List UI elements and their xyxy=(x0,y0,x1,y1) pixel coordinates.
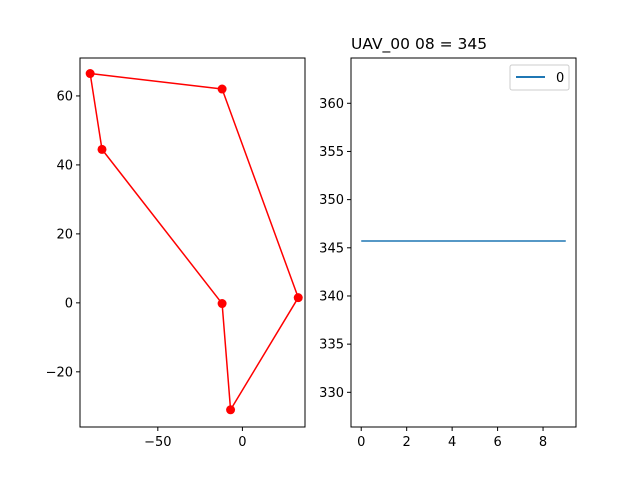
left-data-point xyxy=(217,84,227,94)
right-x-tick-label: 8 xyxy=(539,435,547,450)
right-y-tick-label: 350 xyxy=(319,193,344,208)
right-x-tick-label: 0 xyxy=(357,435,365,450)
left-data-point xyxy=(226,405,236,415)
right-y-tick-label: 355 xyxy=(319,145,344,160)
right-subplot: UAV_00 08 = 345 0 2 4 6 8 330 335 340 345 350 355… xyxy=(319,35,577,450)
right-x-tick-label: 4 xyxy=(448,435,456,450)
right-y-tick-label: 360 xyxy=(319,97,344,112)
right-axes-frame xyxy=(350,57,577,428)
right-y-tick-label: 335 xyxy=(319,338,344,353)
left-y-tick-label: 60 xyxy=(56,89,73,104)
right-x-axis: 0 2 4 6 8 xyxy=(357,427,547,450)
left-y-tick-label: −20 xyxy=(46,365,73,380)
left-x-axis: −50 0 xyxy=(144,427,247,450)
legend: 0 xyxy=(509,64,570,91)
left-series-line-0 xyxy=(89,72,299,411)
left-plot-area xyxy=(85,69,303,415)
left-axes-frame xyxy=(79,57,306,428)
right-y-tick-label: 340 xyxy=(319,289,344,304)
left-y-tick-label: 0 xyxy=(65,296,73,311)
right-y-axis: 330 335 340 345 350 355 360 xyxy=(319,97,351,401)
left-subplot: −50 0 −20 0 20 40 60 xyxy=(46,57,306,450)
left-x-tick-label: 0 xyxy=(238,435,246,450)
left-y-tick-label: 20 xyxy=(56,227,73,242)
left-data-point xyxy=(97,144,107,154)
left-x-tick-label: −50 xyxy=(144,435,171,450)
left-data-point xyxy=(293,293,303,303)
left-data-point xyxy=(217,299,227,309)
left-y-axis: −20 0 20 40 60 xyxy=(46,89,80,380)
legend-label-0: 0 xyxy=(556,71,564,86)
right-chart-title: UAV_00 08 = 345 xyxy=(351,35,487,54)
left-y-tick-label: 40 xyxy=(56,158,73,173)
right-x-tick-label: 6 xyxy=(493,435,501,450)
right-x-tick-label: 2 xyxy=(403,435,411,450)
right-y-tick-label: 330 xyxy=(319,386,344,401)
left-data-point xyxy=(85,69,95,79)
right-y-tick-label: 345 xyxy=(319,241,344,256)
